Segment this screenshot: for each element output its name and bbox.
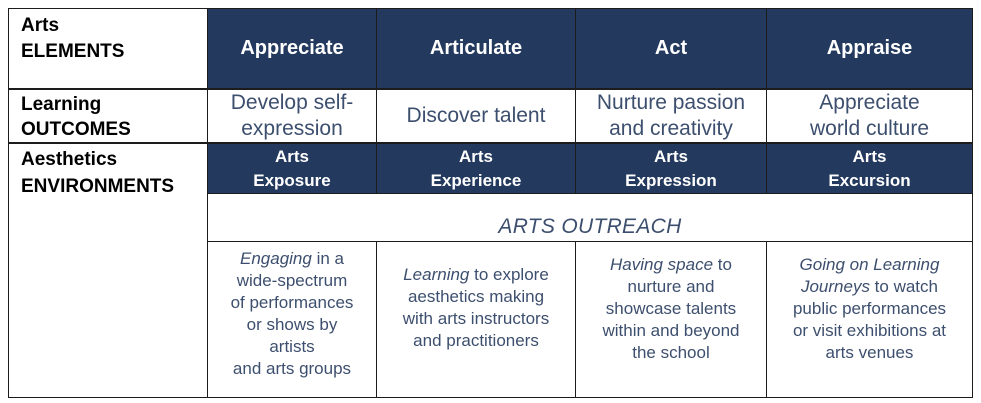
desc-3-line3: arts venues: [825, 343, 914, 362]
desc-exposure: Engaging in a wide-spectrum of performan…: [207, 241, 377, 398]
outcome-1-line1: Discover talent: [406, 104, 546, 127]
outcome-world-culture: Appreciate world culture: [766, 89, 973, 143]
env-1-line1: Arts: [458, 146, 493, 166]
outcome-3-line1: Appreciate: [819, 91, 920, 114]
row-label-outcomes: Learning OUTCOMES: [8, 89, 208, 143]
desc-1-line2: with arts instructors: [402, 309, 550, 328]
desc-3-emphasis2: Journeys: [800, 277, 870, 296]
row-label-outcomes-line2: OUTCOMES: [21, 119, 131, 140]
desc-2-line4: the school: [632, 343, 710, 362]
outcome-0-line2: expression: [241, 117, 343, 140]
outcome-3-line2: world culture: [809, 117, 930, 140]
outcome-2-line2: and creativity: [609, 117, 733, 140]
desc-experience: Learning to explore aesthetics making wi…: [376, 241, 576, 398]
env-arts-experience: Arts Experience: [376, 143, 576, 194]
desc-1-emphasis: Learning: [403, 265, 470, 284]
desc-3-line1: public performances: [792, 299, 947, 318]
outcome-nurture-passion: Nurture passion and creativity: [575, 89, 767, 143]
desc-0-line4: artists: [269, 337, 315, 356]
desc-3-line2: or visit exhibitions at: [792, 321, 947, 340]
desc-0-line5: and arts groups: [232, 359, 352, 378]
element-appreciate: Appreciate: [207, 8, 377, 89]
row-label-elements-line1: Arts: [21, 15, 60, 36]
env-arts-excursion: Arts Excursion: [766, 143, 973, 194]
desc-0-line1: wide-spectrum: [236, 271, 348, 290]
env-2-line1: Arts: [653, 146, 688, 166]
env-0-line1: Arts: [274, 146, 309, 166]
outcome-discover-talent: Discover talent: [376, 89, 576, 143]
desc-0-line2: of performances: [230, 293, 354, 312]
desc-1-line3: and practitioners: [413, 331, 539, 350]
element-act: Act: [575, 8, 767, 89]
desc-2-line2: showcase talents: [605, 299, 737, 318]
element-articulate: Articulate: [376, 8, 576, 89]
env-2-line2: Expression: [625, 170, 717, 190]
row-label-environments-line1: Aesthetics: [21, 149, 118, 170]
desc-2-line1: nurture and: [627, 277, 715, 296]
row-label-elements: Arts ELEMENTS: [8, 8, 208, 89]
row-label-environments: Aesthetics ENVIRONMENTS: [8, 143, 208, 398]
row-label-outcomes-line1: Learning: [21, 94, 102, 115]
desc-3-line0: to watch: [869, 277, 938, 296]
desc-3-emphasis: Going on Learning: [799, 255, 940, 274]
arts-outreach-banner: ARTS OUTREACH: [207, 193, 973, 242]
element-appraise: Appraise: [766, 8, 973, 89]
desc-0-line3: or shows by: [246, 315, 338, 334]
outcome-2-line1: Nurture passion: [596, 91, 746, 114]
desc-2-line0: to: [713, 255, 732, 274]
desc-0-line0: in a: [311, 249, 344, 268]
desc-excursion: Going on Learning Journeys to watch publ…: [766, 241, 973, 398]
env-1-line2: Experience: [430, 170, 522, 190]
env-3-line1: Arts: [852, 146, 887, 166]
env-3-line2: Excursion: [828, 170, 911, 190]
row-label-elements-line2: ELEMENTS: [21, 41, 125, 62]
env-arts-exposure: Arts Exposure: [207, 143, 377, 194]
desc-1-line0: to explore: [469, 265, 549, 284]
desc-1-line1: aesthetics making: [407, 287, 545, 306]
desc-2-line3: within and beyond: [602, 321, 740, 340]
desc-2-emphasis: Having space: [610, 255, 714, 274]
env-arts-expression: Arts Expression: [575, 143, 767, 194]
row-label-environments-line2: ENVIRONMENTS: [21, 176, 175, 197]
desc-0-emphasis: Engaging: [240, 249, 312, 268]
outcome-self-expression: Develop self- expression: [207, 89, 377, 143]
desc-expression: Having space to nurture and showcase tal…: [575, 241, 767, 398]
outcome-0-line1: Develop self-: [230, 91, 354, 114]
env-0-line2: Exposure: [253, 170, 331, 190]
